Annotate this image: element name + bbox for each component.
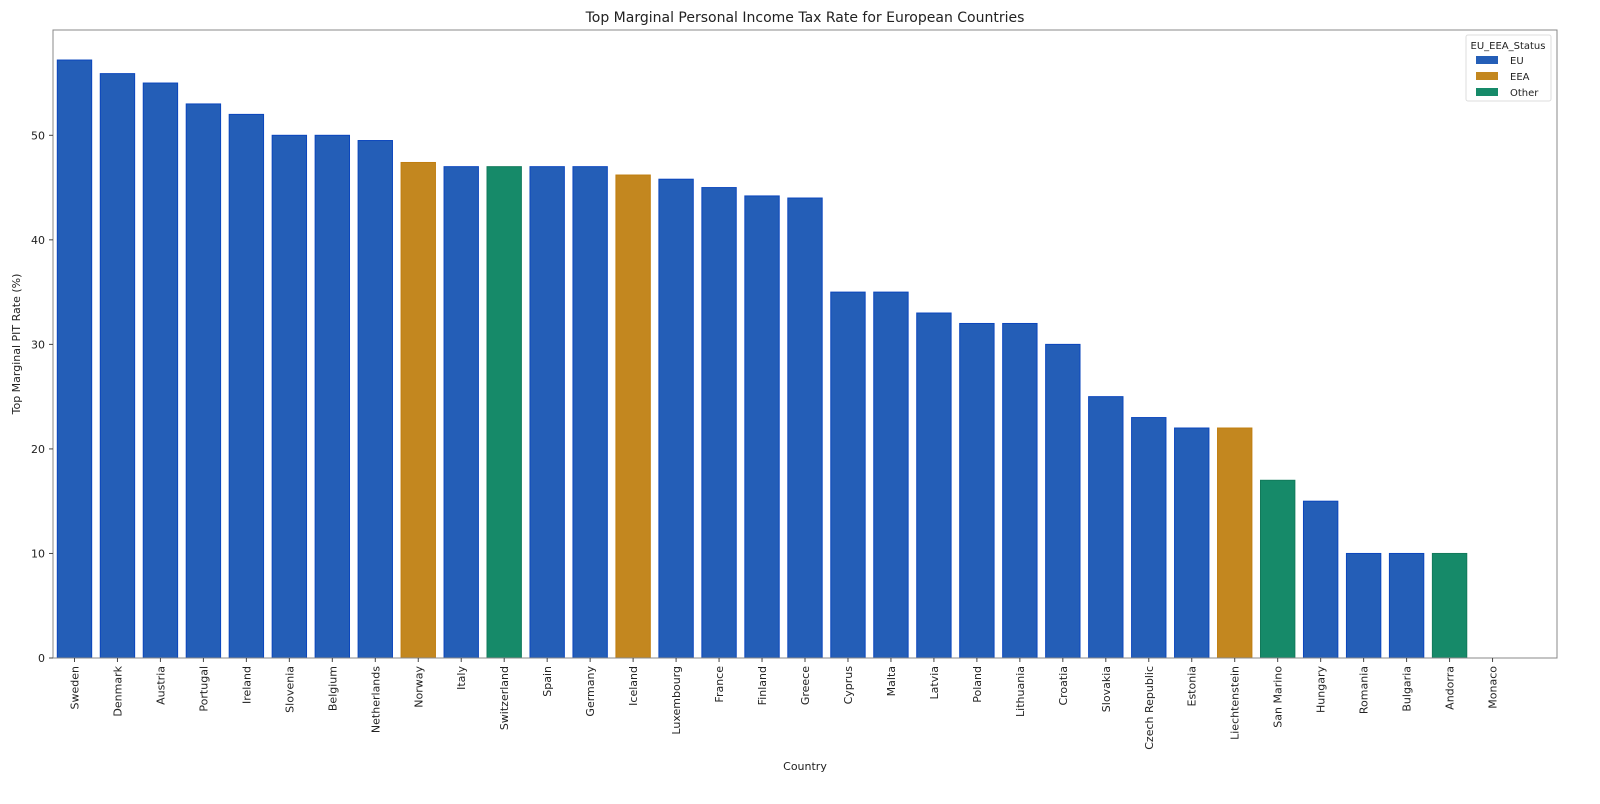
bar-ireland (228, 113, 265, 659)
bar-latvia (916, 312, 952, 659)
y-tick-label: 0 (38, 652, 45, 665)
x-axis-label: Country (783, 760, 827, 773)
y-tick-label: 10 (31, 547, 45, 560)
x-tick-label: Cyprus (842, 666, 855, 705)
y-tick-label: 40 (31, 234, 45, 247)
x-tick-label: Norway (412, 666, 425, 708)
x-tick-label: Greece (799, 666, 812, 705)
x-tick-label: Sweden (68, 666, 81, 709)
bar-netherlands (357, 140, 393, 659)
x-tick-label: Bulgaria (1401, 666, 1414, 712)
y-tick-label: 20 (31, 443, 45, 456)
x-tick-label: Croatia (1057, 666, 1070, 706)
bar-romania (1345, 552, 1382, 659)
x-tick-label: Switzerland (498, 666, 511, 730)
bar-norway (400, 161, 436, 659)
bar-croatia (1045, 343, 1081, 659)
x-tick-label: Austria (154, 666, 167, 705)
bar-austria (142, 82, 179, 659)
bar-italy (443, 166, 479, 659)
y-tick-label: 50 (31, 129, 45, 142)
bar-andorra (1431, 552, 1468, 659)
bar-finland (744, 195, 780, 659)
bar-cyprus (830, 291, 866, 659)
bar-france (701, 187, 737, 659)
bar-hungary (1302, 500, 1339, 659)
chart-title: Top Marginal Personal Income Tax Rate fo… (585, 10, 1025, 26)
x-tick-label: Slovakia (1100, 666, 1113, 712)
x-tick-label: Ireland (240, 666, 253, 704)
legend-swatch-eea (1476, 72, 1498, 80)
x-tick-label: Lithuania (1014, 666, 1027, 717)
legend-label-eea: EEA (1510, 72, 1530, 83)
x-tick-label: Portugal (197, 666, 210, 712)
bar-sweden (56, 59, 93, 659)
x-tick-label: Belgium (326, 666, 339, 711)
x-tick-label: Romania (1358, 666, 1371, 714)
x-tick-label: Spain (541, 666, 554, 697)
bar-portugal (185, 103, 222, 659)
bar-poland (959, 322, 995, 659)
bar-greece (787, 197, 823, 659)
bar-san-marino (1259, 479, 1296, 659)
x-tick-label: San Marino (1272, 666, 1285, 728)
bar-switzerland (486, 166, 522, 659)
x-tick-label: Estonia (1186, 666, 1199, 707)
x-tick-label: Poland (971, 666, 984, 703)
bar-iceland (615, 174, 651, 659)
legend-label-eu: EU (1510, 56, 1524, 67)
x-tick-label: Monaco (1487, 666, 1500, 709)
bar-slovakia (1088, 396, 1124, 659)
x-tick-label: France (713, 666, 726, 703)
bar-estonia (1174, 427, 1210, 659)
bar-slovenia (271, 134, 308, 659)
x-tick-label: Germany (584, 666, 597, 717)
legend-title: EU_EEA_Status (1471, 41, 1546, 52)
x-tick-label: Malta (885, 666, 898, 696)
x-tick-label: Hungary (1315, 666, 1328, 713)
x-tick-label: Latvia (928, 666, 941, 700)
x-tick-label: Iceland (627, 666, 640, 706)
x-tick-label: Finland (756, 666, 769, 705)
bar-liechtenstein (1217, 427, 1253, 659)
legend-swatch-other (1476, 88, 1498, 96)
bar-belgium (314, 134, 351, 659)
x-tick-label: Liechtenstein (1229, 666, 1242, 740)
bar-denmark (99, 73, 136, 659)
x-tick-label: Slovenia (283, 666, 296, 713)
legend-swatch-eu (1476, 56, 1498, 64)
x-tick-label: Andorra (1444, 666, 1457, 710)
bar-czech-republic (1131, 417, 1167, 659)
bar-malta (873, 291, 909, 659)
legend-label-other: Other (1510, 88, 1539, 99)
y-axis-label: Top Marginal PIT Rate (%) (10, 274, 23, 416)
bar-germany (572, 166, 608, 659)
x-tick-label: Italy (455, 666, 468, 690)
x-tick-label: Czech Republic (1143, 666, 1156, 750)
x-tick-label: Luxembourg (670, 666, 683, 735)
bar-bulgaria (1388, 552, 1425, 659)
x-tick-label: Denmark (111, 665, 124, 716)
y-tick-label: 30 (31, 338, 45, 351)
legend: EU_EEA_Status EU EEA Other (1465, 34, 1552, 102)
bar-luxembourg (658, 178, 694, 659)
bar-spain (529, 166, 565, 659)
bar-lithuania (1002, 322, 1038, 659)
x-tick-label: Netherlands (369, 666, 382, 733)
